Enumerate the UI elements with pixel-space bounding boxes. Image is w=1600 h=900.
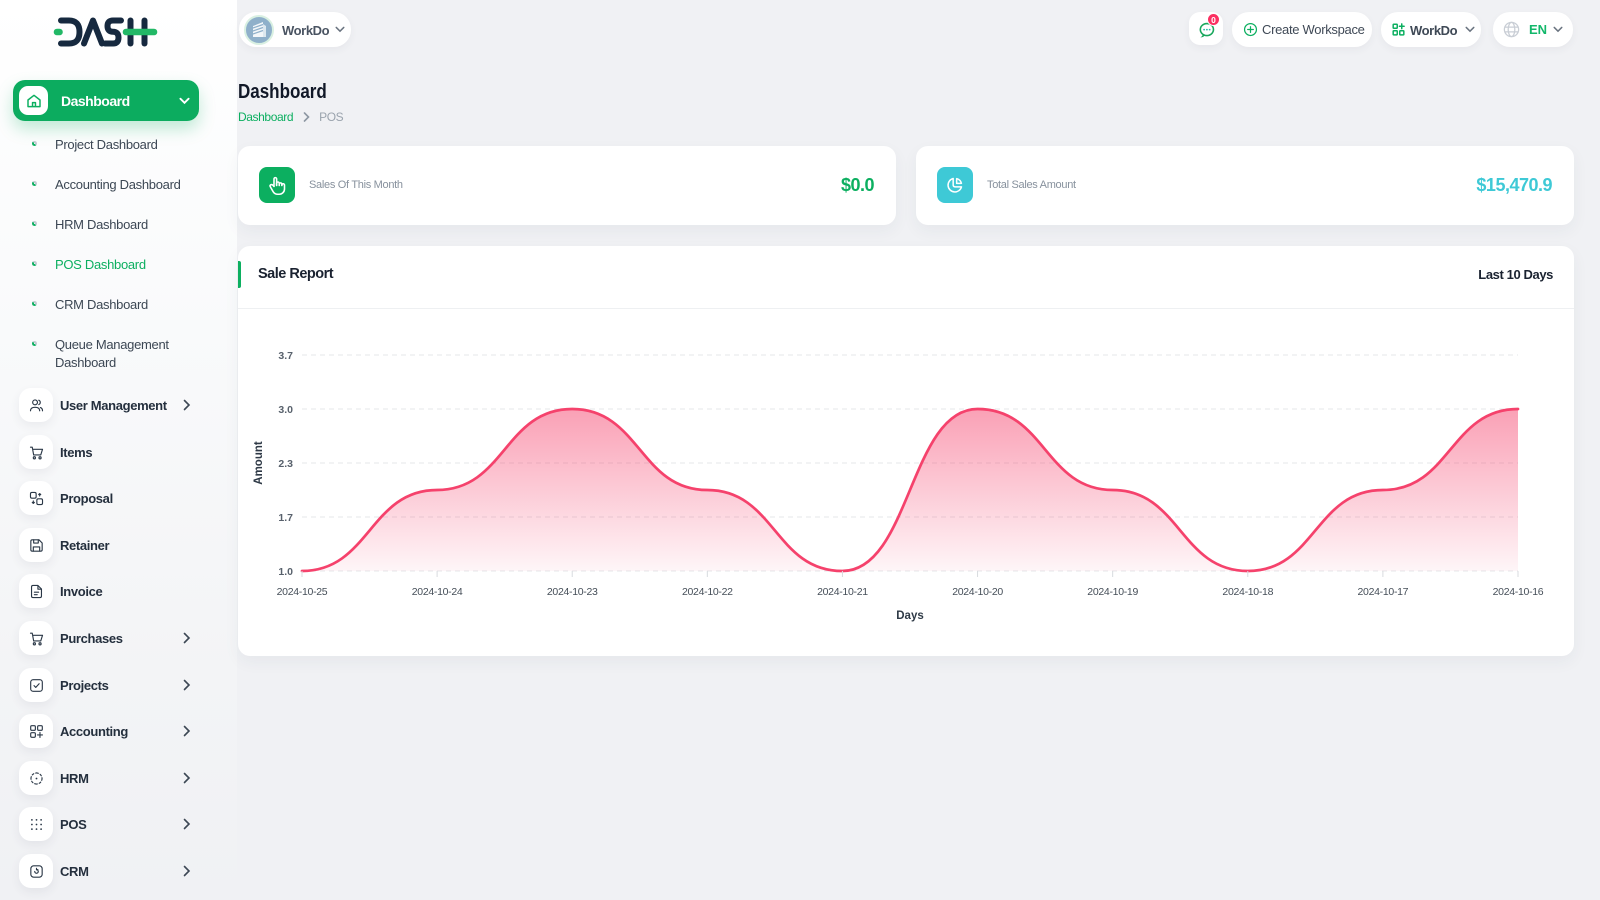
svg-text:3.7: 3.7 bbox=[278, 350, 293, 362]
svg-text:Amount: Amount bbox=[253, 441, 265, 485]
svg-text:2024-10-22: 2024-10-22 bbox=[682, 586, 733, 598]
svg-text:2024-10-24: 2024-10-24 bbox=[412, 586, 463, 598]
svg-text:2024-10-17: 2024-10-17 bbox=[1358, 586, 1409, 598]
svg-text:2024-10-21: 2024-10-21 bbox=[817, 586, 868, 598]
svg-text:2.3: 2.3 bbox=[278, 458, 293, 470]
svg-text:1.0: 1.0 bbox=[278, 566, 293, 578]
svg-text:2024-10-25: 2024-10-25 bbox=[277, 586, 328, 598]
svg-text:2024-10-16: 2024-10-16 bbox=[1493, 586, 1544, 598]
svg-text:2024-10-23: 2024-10-23 bbox=[547, 586, 598, 598]
svg-text:2024-10-19: 2024-10-19 bbox=[1087, 586, 1138, 598]
svg-text:2024-10-20: 2024-10-20 bbox=[952, 586, 1003, 598]
svg-text:1.7: 1.7 bbox=[278, 512, 293, 524]
svg-text:Days: Days bbox=[896, 610, 924, 622]
svg-text:2024-10-18: 2024-10-18 bbox=[1222, 586, 1273, 598]
svg-text:3.0: 3.0 bbox=[278, 404, 293, 416]
